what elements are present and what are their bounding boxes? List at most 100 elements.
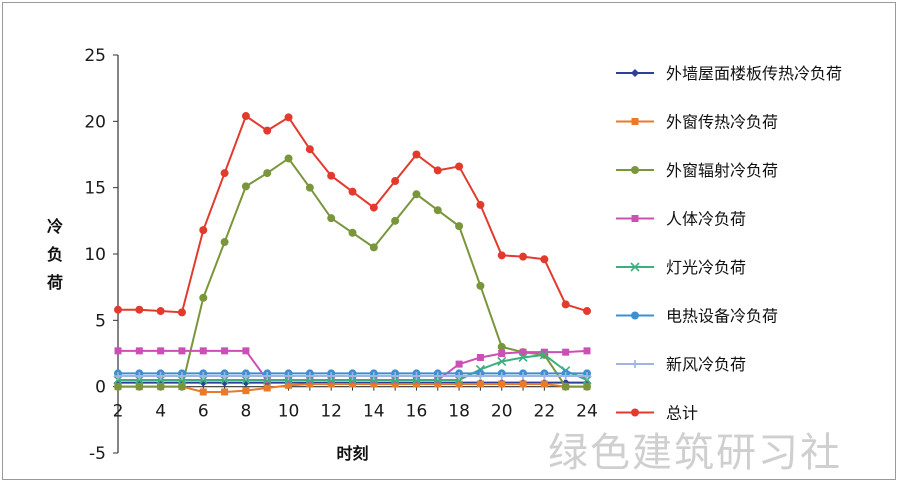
- data-point-series-5: [497, 356, 507, 367]
- x-tick-label: 8: [240, 402, 251, 422]
- data-point-series-7: [305, 372, 314, 381]
- data-point-series-4: [135, 347, 143, 355]
- legend-label: 电热设备冷负荷: [666, 307, 778, 326]
- data-point-series-8: [412, 150, 421, 159]
- x-tick-label: 2: [113, 402, 124, 422]
- data-point-series-5: [518, 352, 528, 363]
- data-point-series-3: [177, 382, 186, 391]
- y-tick-label: 15: [84, 179, 106, 199]
- data-point-series-8: [156, 307, 165, 316]
- data-point-series-7: [561, 372, 570, 381]
- data-point-series-3: [284, 154, 293, 163]
- data-point-series-3: [583, 382, 591, 391]
- data-point-series-8: [476, 200, 485, 209]
- x-tick-label: 6: [198, 402, 209, 422]
- data-point-series-2: [349, 380, 356, 388]
- x-tick-label: 4: [155, 402, 166, 422]
- data-point-series-8: [220, 169, 229, 178]
- data-point-series-2: [306, 380, 314, 388]
- legend-marker: [630, 262, 640, 272]
- data-point-series-5: [539, 350, 549, 360]
- legend-marker: [631, 311, 639, 320]
- data-point-series-8: [199, 226, 208, 235]
- y-axis-title: 冷: [47, 217, 63, 236]
- data-point-series-2: [221, 388, 229, 396]
- data-point-series-3: [455, 222, 464, 231]
- y-tick-label: 0: [95, 378, 106, 398]
- y-tick-label: 25: [84, 46, 106, 66]
- x-tick-label: 12: [320, 402, 342, 422]
- data-point-series-3: [391, 216, 400, 225]
- data-point-series-8: [497, 251, 506, 260]
- data-point-series-2: [391, 380, 399, 388]
- data-point-series-3: [412, 190, 421, 199]
- data-point-series-2: [263, 384, 271, 392]
- data-point-series-4: [519, 348, 527, 356]
- legend-label: 人体冷负荷: [666, 210, 746, 229]
- data-point-series-2: [242, 387, 250, 395]
- legend-marker: [631, 118, 639, 125]
- legend-marker: [631, 360, 639, 368]
- x-tick-label: 20: [491, 402, 513, 422]
- data-point-series-4: [476, 353, 484, 361]
- data-point-series-3: [135, 382, 144, 391]
- data-point-series-8: [305, 145, 314, 154]
- legend-marker: [631, 69, 639, 77]
- data-point-series-4: [242, 347, 250, 355]
- data-point-series-2: [455, 380, 463, 388]
- data-point-series-2: [285, 381, 293, 389]
- data-point-series-7: [177, 372, 186, 381]
- data-point-series-7: [220, 372, 229, 381]
- y-tick-label: 10: [84, 245, 106, 265]
- data-point-series-8: [327, 171, 336, 180]
- data-point-series-4: [498, 350, 506, 357]
- data-point-series-7: [412, 372, 421, 381]
- data-point-series-7: [114, 372, 122, 381]
- x-axis-title: 时刻: [336, 444, 368, 463]
- data-point-series-8: [561, 300, 570, 309]
- x-tick-label: 16: [406, 402, 428, 422]
- data-point-series-3: [369, 243, 378, 252]
- x-tick-label: 18: [448, 402, 470, 422]
- data-point-series-8: [135, 305, 144, 314]
- data-point-series-2: [498, 380, 506, 388]
- data-point-series-7: [455, 372, 464, 381]
- x-tick-label: 22: [534, 402, 556, 422]
- data-point-series-4: [540, 348, 548, 356]
- data-point-series-8: [348, 187, 357, 196]
- data-point-series-3: [263, 169, 272, 178]
- data-point-series-3: [220, 238, 229, 247]
- data-point-series-3: [497, 342, 506, 351]
- data-point-series-4: [455, 360, 463, 368]
- data-point-series-8: [433, 166, 442, 175]
- data-point-series-7: [433, 372, 442, 381]
- data-point-series-4: [562, 348, 570, 356]
- data-point-series-7: [476, 372, 485, 381]
- data-point-series-2: [412, 380, 420, 388]
- data-point-series-3: [476, 281, 485, 290]
- x-tick-label: 24: [576, 402, 598, 422]
- data-point-series-4: [178, 347, 186, 355]
- data-point-series-3: [433, 206, 442, 215]
- x-tick-label: 10: [278, 402, 300, 422]
- data-point-series-7: [199, 372, 208, 381]
- y-axis-title: 荷: [47, 273, 63, 292]
- watermark: 绿色建筑研习社: [548, 430, 842, 476]
- data-point-series-8: [369, 203, 378, 212]
- data-point-series-7: [369, 372, 378, 381]
- data-point-series-3: [305, 183, 314, 192]
- data-point-series-2: [434, 380, 442, 388]
- series-line-8: [118, 114, 588, 314]
- y-tick-label: 20: [84, 112, 106, 132]
- legend-label: 灯光冷负荷: [666, 258, 746, 277]
- data-point-series-3: [348, 228, 357, 237]
- legend-label: 外墙屋面楼板传热冷负荷: [666, 64, 842, 83]
- data-point-series-3: [156, 382, 165, 391]
- data-point-series-7: [263, 372, 272, 381]
- data-point-series-7: [519, 372, 528, 381]
- data-point-series-3: [327, 214, 336, 223]
- x-tick-label: 14: [363, 402, 385, 422]
- data-point-series-2: [476, 380, 484, 388]
